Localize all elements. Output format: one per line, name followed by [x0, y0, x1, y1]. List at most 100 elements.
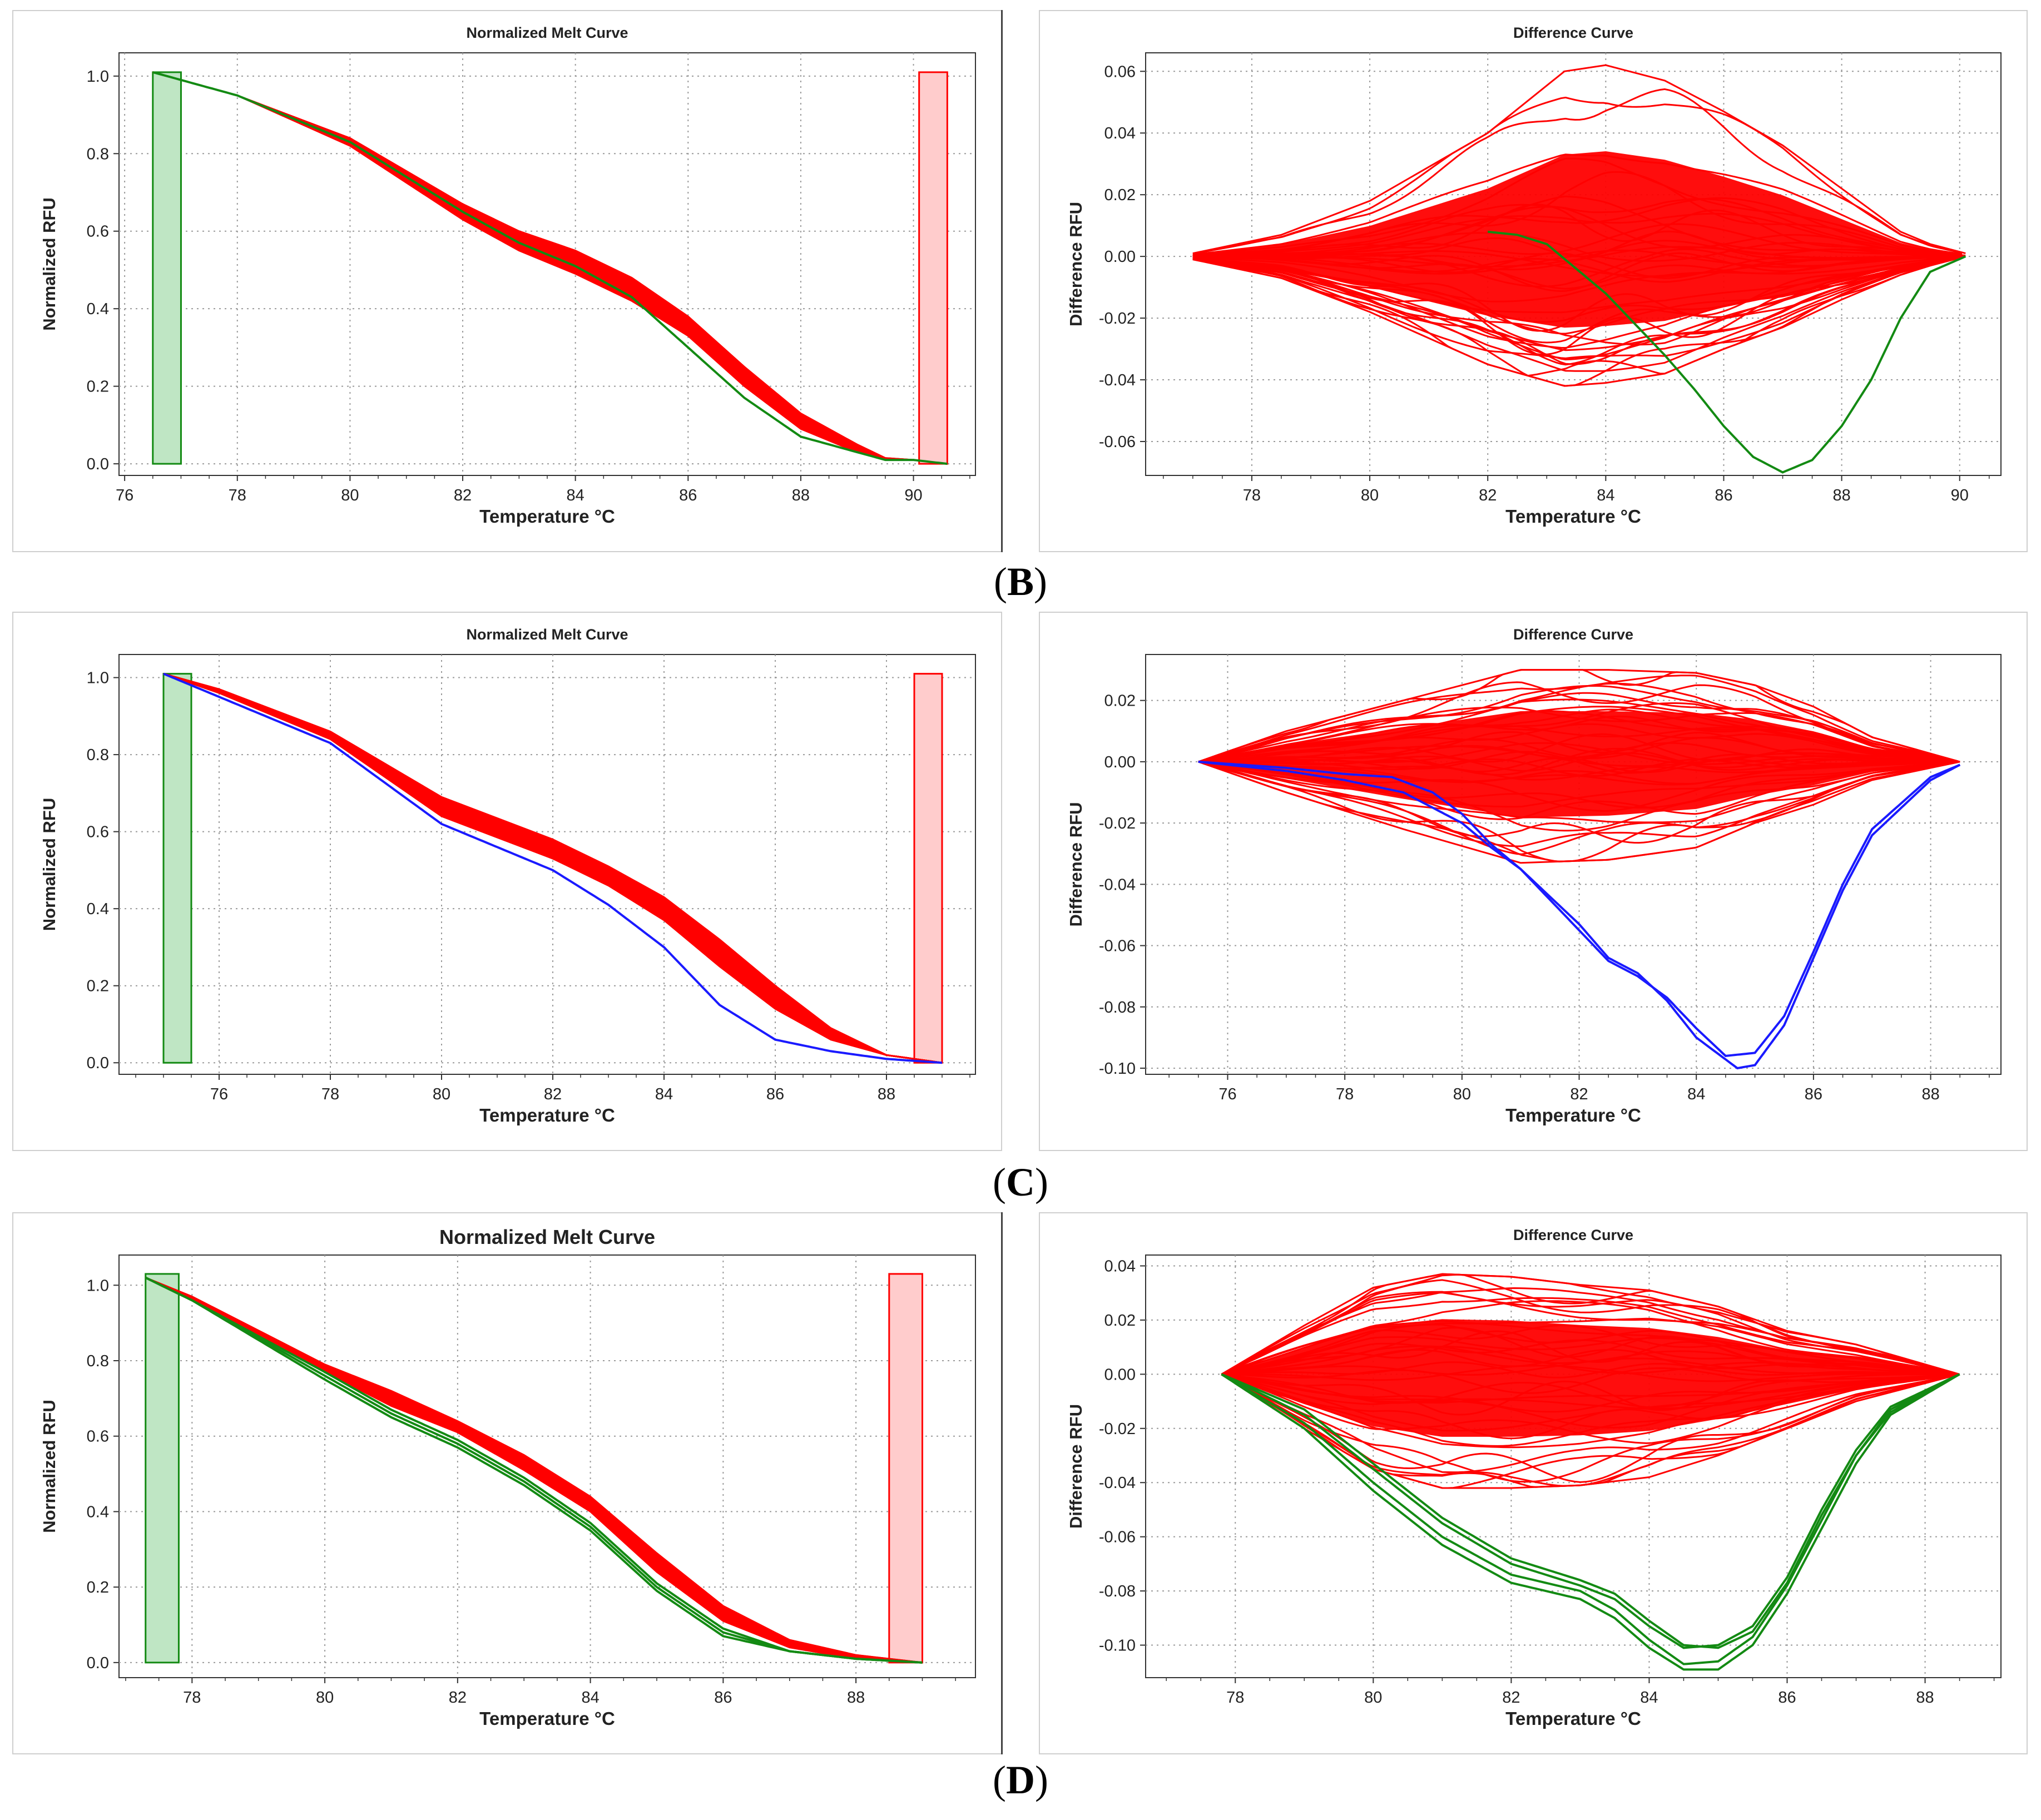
- sublabel-d-letter: D: [1006, 1758, 1035, 1802]
- difference-curve-line: [1198, 761, 1958, 824]
- melt-curve-line: [152, 71, 948, 465]
- green-sample-curve: [1221, 1373, 1960, 1649]
- chart-title: Normalized Melt Curve: [439, 1226, 655, 1248]
- y-tick-label: 0.6: [87, 223, 109, 241]
- red-normalization-region: [913, 673, 943, 1064]
- x-tick-label: 84: [1640, 1689, 1658, 1707]
- y-tick-label: -0.02: [1099, 1420, 1136, 1438]
- sublabel-c: (C): [993, 1160, 1048, 1204]
- red-normalization-region: [888, 1273, 923, 1664]
- blue-sample-curve: [1198, 760, 1961, 1070]
- y-tick-label: -0.10: [1099, 1060, 1136, 1078]
- green-sample-curve: [1221, 1373, 1960, 1671]
- x-tick-label: 84: [655, 1085, 673, 1103]
- y-axis-label: Difference RFU: [1066, 1404, 1086, 1529]
- y-axis-label: Normalized RFU: [39, 798, 59, 931]
- difference-curve-line: [1192, 88, 1963, 255]
- y-axis-label: Difference RFU: [1066, 802, 1086, 927]
- x-tick-label: 90: [904, 487, 922, 504]
- x-tick-label: 82: [1502, 1689, 1520, 1707]
- y-tick-label: 0.02: [1104, 1312, 1136, 1330]
- melt-curve-line: [145, 1277, 923, 1664]
- chart-title: Normalized Melt Curve: [466, 626, 628, 643]
- difference-curve-line: [1192, 256, 1963, 366]
- chart-title: Difference Curve: [1513, 626, 1633, 643]
- green-sample-curve: [145, 1276, 923, 1664]
- difference-curve-core: [1198, 711, 1960, 817]
- x-tick-label: 84: [1597, 487, 1614, 504]
- y-tick-label: 0.0: [87, 455, 109, 473]
- melt-curve-line: [163, 673, 943, 1064]
- y-tick-label: 1.0: [87, 68, 109, 86]
- x-axis-label: Temperature °C: [479, 506, 615, 527]
- x-axis-label: Temperature °C: [479, 1105, 615, 1125]
- y-tick-label: 0.06: [1104, 63, 1136, 81]
- green-sample-curve: [152, 71, 948, 465]
- difference-curve-core: [1221, 1319, 1960, 1437]
- green-normalization-region: [152, 71, 182, 465]
- panel-divider: [1001, 10, 1003, 552]
- plot-content: [145, 1273, 923, 1664]
- chart-c-melt: Normalized Melt Curve 76 78 80 82 84 86 88 0.0 0.…: [39, 626, 976, 1125]
- x-tick-label: 88: [1921, 1085, 1939, 1103]
- x-tick-label: 78: [229, 487, 246, 504]
- difference-curve-lower: [1192, 255, 1966, 387]
- chart-d-diff: Difference Curve 78 80 82 84 86 88 -0.10 -0.08 -0…: [1066, 1227, 2002, 1729]
- chart-panel-b-melt: Normalized Melt Curve 76 78 80 82 84 86 88 90 0.0…: [12, 10, 1002, 552]
- green-sample-curve: [1221, 1373, 1960, 1649]
- red-normalization-region: [918, 71, 948, 465]
- y-tick-label: -0.06: [1099, 938, 1136, 955]
- sublabel-b: (B): [994, 559, 1047, 604]
- y-tick-label: 0.2: [87, 378, 109, 396]
- grid-lines: [119, 1255, 975, 1678]
- chart-b-melt: Normalized Melt Curve 76 78 80 82 84 86 88 90 0.0…: [39, 24, 976, 527]
- difference-curve-line: [1192, 256, 1963, 372]
- x-tick-label: 76: [210, 1085, 228, 1103]
- plot-content: [1221, 1273, 1960, 1671]
- chart-title: Difference Curve: [1513, 24, 1633, 41]
- x-tick-label: 86: [679, 487, 697, 504]
- y-tick-label: -0.04: [1099, 876, 1136, 894]
- y-tick-label: 0.00: [1104, 753, 1136, 771]
- y-tick-label: 0.0: [87, 1654, 109, 1672]
- difference-curve-upper: [1221, 1273, 1960, 1375]
- difference-curve-line: [1221, 1373, 1956, 1483]
- difference-curve-line: [1198, 685, 1958, 763]
- x-tick-label: 76: [116, 487, 133, 504]
- x-tick-label: 80: [341, 487, 359, 504]
- sublabel-d: (D): [993, 1758, 1048, 1802]
- melt-curve-line: [163, 673, 943, 1064]
- chart-title: Normalized Melt Curve: [466, 24, 628, 41]
- green-sample-curve: [1221, 1373, 1960, 1665]
- blue-sample-curve: [163, 672, 943, 1064]
- x-tick-label: 78: [321, 1085, 339, 1103]
- blue-sample-curve: [1198, 760, 1961, 1057]
- green-normalization-region: [145, 1273, 180, 1664]
- x-axis-label: Temperature °C: [1505, 506, 1641, 527]
- sublabel-b-letter: B: [1007, 559, 1034, 604]
- x-tick-label: 90: [1951, 487, 1969, 504]
- green-normalization-region: [162, 673, 192, 1064]
- y-tick-label: -0.10: [1099, 1637, 1136, 1655]
- grid-lines: [119, 53, 975, 475]
- x-tick-label: 86: [1805, 1085, 1822, 1103]
- x-tick-label: 88: [1916, 1689, 1934, 1707]
- x-tick-label: 80: [1453, 1085, 1471, 1103]
- x-tick-label: 82: [1570, 1085, 1588, 1103]
- y-tick-label: 0.8: [87, 746, 109, 764]
- chart-b-diff: Difference Curve 78 80 82 84 86 88 90 -0.06 -0.04…: [1066, 24, 2002, 527]
- x-tick-label: 78: [1226, 1689, 1244, 1707]
- difference-curve-line: [1221, 1291, 1956, 1375]
- y-tick-label: -0.04: [1099, 371, 1136, 389]
- x-tick-label: 86: [1715, 487, 1732, 504]
- x-tick-label: 88: [847, 1689, 865, 1707]
- y-tick-label: 0.8: [87, 1352, 109, 1370]
- difference-curve-line: [1192, 256, 1963, 359]
- y-tick-label: 0.00: [1104, 1366, 1136, 1383]
- x-tick-label: 80: [433, 1085, 450, 1103]
- grid-lines: [119, 654, 975, 1074]
- difference-curve-lower: [1221, 1373, 1960, 1489]
- difference-curve-line: [1198, 761, 1958, 832]
- x-tick-label: 86: [714, 1689, 732, 1707]
- panel-divider: [1001, 1212, 1003, 1754]
